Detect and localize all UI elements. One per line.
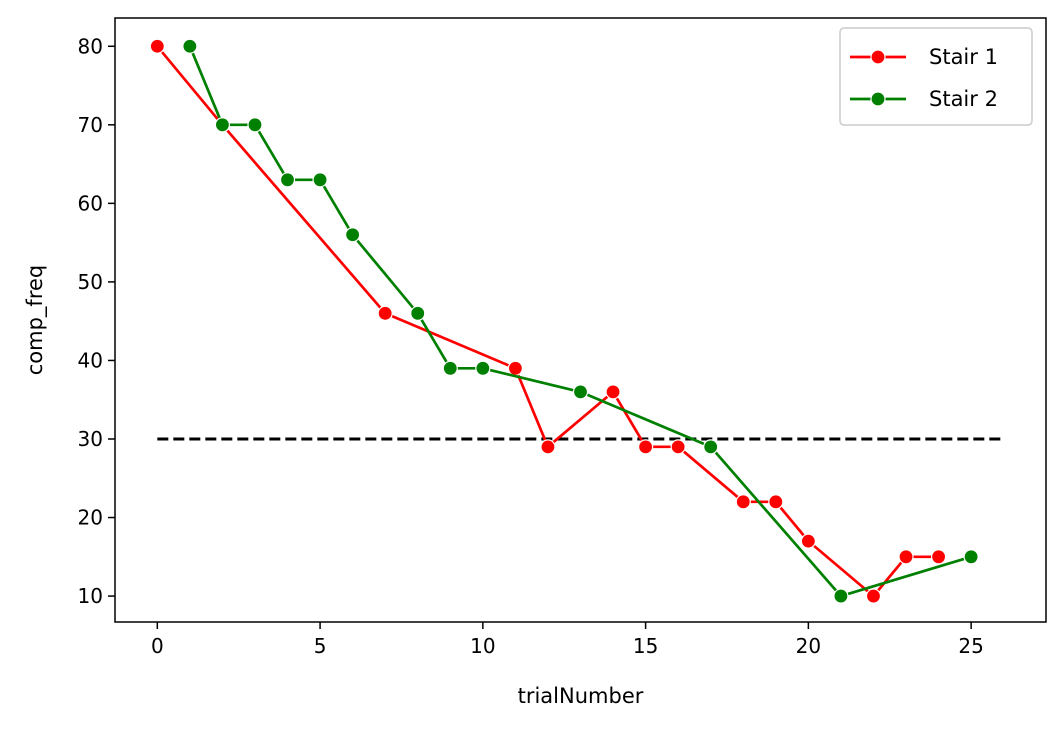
- legend-label: Stair 2: [929, 87, 998, 111]
- data-point: [930, 549, 947, 565]
- y-tick-label: 40: [78, 348, 103, 372]
- data-point: [572, 384, 589, 400]
- data-point: [865, 588, 882, 604]
- data-point: [149, 38, 165, 54]
- legend: Stair 1 Stair 2: [839, 27, 1033, 126]
- legend-marker: [870, 49, 886, 65]
- data-point: [507, 360, 523, 376]
- y-axis-label: comp_freq: [23, 265, 48, 376]
- data-point: [345, 227, 361, 243]
- y-tick-label: 70: [78, 113, 103, 137]
- y-tick-label: 80: [78, 34, 103, 58]
- data-point: [279, 172, 296, 188]
- data-point: [214, 117, 231, 133]
- data-point: [410, 305, 426, 321]
- data-point: [735, 494, 751, 510]
- data-point: [670, 439, 686, 455]
- y-tick-label: 20: [78, 506, 103, 530]
- x-tick-label: 10: [470, 634, 495, 658]
- data-point: [377, 305, 393, 321]
- y-tick-label: 30: [78, 427, 103, 451]
- y-tick-label: 50: [78, 270, 103, 294]
- x-axis-label: trialNumber: [518, 684, 644, 708]
- data-point: [247, 117, 263, 133]
- data-point: [703, 439, 719, 455]
- legend-label: Stair 1: [929, 45, 998, 69]
- data-point: [182, 38, 198, 54]
- series-layer: [149, 38, 979, 604]
- series-1: [149, 38, 947, 604]
- data-point: [638, 439, 654, 455]
- legend-marker: [870, 91, 886, 107]
- x-tick-label: 15: [633, 634, 658, 658]
- axis-layer: 0 5 10 15 20 25 10 20 30 40 50 60 70 80: [78, 34, 984, 658]
- data-point: [768, 494, 784, 510]
- data-point: [800, 533, 816, 549]
- legend-box: [839, 27, 1033, 126]
- x-tick-label: 20: [796, 634, 821, 658]
- data-point: [475, 360, 491, 376]
- series-line: [156, 45, 939, 598]
- data-point: [898, 549, 914, 565]
- data-point: [963, 549, 979, 565]
- y-tick-label: 60: [78, 191, 103, 215]
- data-point: [605, 384, 621, 400]
- series-2: [182, 38, 979, 604]
- y-tick-label: 10: [78, 584, 103, 608]
- x-tick-label: 5: [314, 634, 327, 658]
- data-point: [312, 172, 328, 188]
- x-tick-label: 0: [151, 634, 164, 658]
- x-tick-label: 25: [958, 634, 983, 658]
- data-point: [833, 588, 849, 604]
- data-point: [540, 439, 556, 455]
- data-point: [442, 360, 458, 376]
